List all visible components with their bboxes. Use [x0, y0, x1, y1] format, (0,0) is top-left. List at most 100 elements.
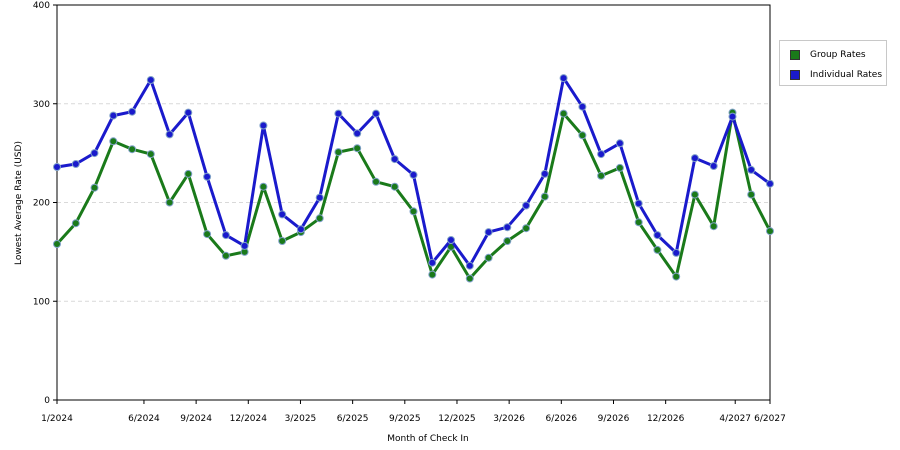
- y-tick-label: 0: [44, 396, 50, 406]
- x-tick-label: 3/2025: [285, 414, 317, 424]
- legend-label-group: Group Rates: [810, 50, 866, 60]
- x-tick-label: 6/2027: [754, 414, 786, 424]
- legend-item-individual-rates: Individual Rates: [790, 69, 882, 81]
- data-point-individual-rates: [296, 225, 305, 234]
- x-tick-label: 12/2025: [438, 414, 475, 424]
- data-point-individual-rates: [109, 111, 118, 120]
- data-point-individual-rates: [278, 210, 287, 219]
- data-point-individual-rates: [259, 121, 268, 130]
- data-point-group-rates: [672, 272, 681, 281]
- y-tick-label: 300: [33, 100, 50, 110]
- data-point-group-rates: [634, 218, 643, 227]
- x-tick-label: 9/2024: [180, 414, 212, 424]
- data-point-group-rates: [578, 131, 587, 140]
- x-tick-label: 3/2026: [493, 414, 525, 424]
- data-point-individual-rates: [315, 193, 324, 202]
- data-point-individual-rates: [522, 201, 531, 210]
- data-point-individual-rates: [728, 112, 737, 121]
- y-tick-label: 100: [33, 297, 50, 307]
- x-tick-label: 12/2024: [230, 414, 268, 424]
- y-tick-label: 400: [33, 1, 50, 11]
- data-point-group-rates: [409, 207, 418, 216]
- data-point-group-rates: [184, 169, 193, 178]
- data-point-individual-rates: [709, 162, 718, 170]
- data-point-group-rates: [315, 214, 324, 223]
- x-tick-label: 6/2026: [545, 414, 577, 424]
- data-point-individual-rates: [165, 130, 174, 139]
- y-axis: 0 100 200 300 400: [33, 1, 57, 406]
- data-point-individual-rates: [653, 231, 662, 240]
- legend-item-group-rates: Group Rates: [790, 49, 866, 61]
- series-line-group-rates: [55, 111, 772, 280]
- chart-legend: Group Rates Individual Rates: [779, 40, 887, 86]
- data-point-individual-rates: [503, 223, 512, 232]
- data-point-group-rates: [334, 148, 343, 157]
- data-point-group-rates: [372, 177, 380, 186]
- data-point-group-rates: [128, 145, 137, 154]
- data-point-individual-rates: [203, 172, 212, 181]
- data-point-group-rates: [71, 219, 80, 228]
- data-point-group-rates: [465, 274, 474, 283]
- legend-swatch-group: [790, 50, 800, 60]
- series-lines: [53, 74, 774, 283]
- data-point-individual-rates: [409, 170, 418, 179]
- data-point-group-rates: [53, 240, 61, 248]
- data-point-individual-rates: [240, 241, 249, 250]
- data-point-individual-rates: [672, 248, 681, 257]
- data-point-individual-rates: [90, 149, 99, 158]
- data-point-individual-rates: [390, 155, 399, 164]
- data-point-group-rates: [747, 190, 756, 199]
- data-point-group-rates: [522, 224, 531, 233]
- data-point-individual-rates: [146, 76, 155, 84]
- x-axis-title: Month of Check In: [387, 434, 469, 444]
- data-point-group-rates: [503, 237, 512, 245]
- y-axis-title: Lowest Average Rate (USD): [14, 141, 24, 265]
- data-point-group-rates: [90, 183, 99, 192]
- x-tick-label: 4/2027: [719, 414, 751, 424]
- data-point-individual-rates: [128, 107, 137, 116]
- data-point-individual-rates: [484, 228, 493, 237]
- data-point-individual-rates: [597, 150, 606, 159]
- data-point-individual-rates: [353, 129, 362, 138]
- data-point-individual-rates: [372, 109, 380, 118]
- x-tick-label: 9/2025: [389, 414, 421, 424]
- data-point-group-rates: [165, 198, 174, 207]
- data-point-group-rates: [390, 182, 399, 191]
- data-point-group-rates: [709, 222, 718, 231]
- data-point-individual-rates: [465, 261, 474, 270]
- data-point-group-rates: [278, 237, 287, 245]
- data-point-group-rates: [109, 137, 118, 146]
- data-point-group-rates: [540, 192, 549, 201]
- gridlines: [57, 103, 770, 302]
- x-tick-label: 12/2026: [647, 414, 685, 424]
- x-tick-label: 9/2026: [598, 414, 630, 424]
- data-point-individual-rates: [71, 160, 80, 168]
- data-point-group-rates: [559, 109, 568, 118]
- x-axis: 1/2024 6/2024 9/2024 12/2024 3/2025 6/2025 9/2…: [41, 400, 786, 424]
- data-point-group-rates: [653, 245, 662, 254]
- data-point-group-rates: [597, 171, 606, 180]
- data-point-group-rates: [690, 190, 699, 199]
- data-point-individual-rates: [747, 165, 756, 174]
- data-point-group-rates: [766, 227, 774, 236]
- x-tick-label: 1/2024: [41, 414, 73, 424]
- legend-label-individual: Individual Rates: [810, 70, 883, 80]
- data-point-group-rates: [428, 270, 437, 279]
- data-point-individual-rates: [690, 154, 699, 163]
- data-point-individual-rates: [447, 236, 455, 244]
- data-point-group-rates: [259, 182, 268, 191]
- data-point-group-rates: [615, 163, 624, 172]
- x-tick-label: 6/2024: [128, 414, 160, 424]
- data-point-group-rates: [146, 150, 155, 159]
- data-point-individual-rates: [53, 163, 61, 171]
- y-tick-label: 200: [33, 199, 50, 209]
- data-point-group-rates: [484, 253, 493, 262]
- data-point-individual-rates: [221, 231, 230, 240]
- data-point-individual-rates: [184, 108, 193, 117]
- data-point-individual-rates: [634, 199, 643, 208]
- data-point-group-rates: [221, 251, 230, 260]
- data-point-individual-rates: [540, 169, 549, 178]
- data-point-individual-rates: [615, 139, 624, 148]
- data-point-individual-rates: [334, 109, 343, 118]
